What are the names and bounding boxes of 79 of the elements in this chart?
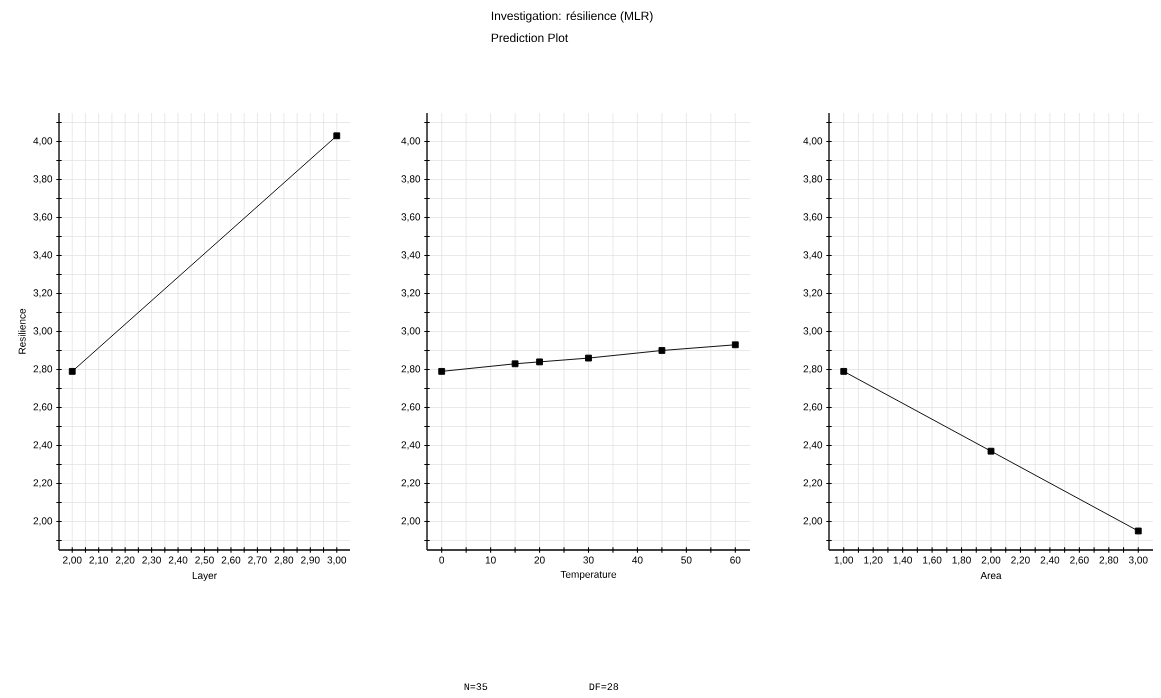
y-tick-label: 2,00 xyxy=(803,517,823,526)
x-tick-label: 2,20 xyxy=(115,556,135,565)
x-tick-label: 50 xyxy=(681,556,692,564)
y-tick-label: 2,60 xyxy=(401,403,421,412)
x-tick-label: 10 xyxy=(485,556,496,564)
point xyxy=(1134,527,1142,535)
x-axis-title: Layer xyxy=(192,572,217,582)
y-tick-label: 3,00 xyxy=(33,327,53,336)
y-tick-label: 3,60 xyxy=(33,213,53,222)
y-tick-label: 2,00 xyxy=(33,517,53,526)
point xyxy=(511,360,519,368)
x-tick-label: 30 xyxy=(583,556,594,564)
y-tick-label: 2,60 xyxy=(33,403,53,412)
y-tick-label: 2,80 xyxy=(401,365,421,374)
x-tick-label: 1,40 xyxy=(893,556,912,565)
y-tick-label: 2,20 xyxy=(33,479,53,488)
x-tick-label: 2,00 xyxy=(63,556,82,565)
y-tick-label: 2,40 xyxy=(33,441,53,450)
text: DF=28 xyxy=(589,683,619,691)
y-tick-label: 3,60 xyxy=(401,213,421,222)
x-tick-label: 2,10 xyxy=(89,556,109,565)
chart-subtitle: Prediction Plot xyxy=(491,33,569,43)
y-tick-label: 2,40 xyxy=(401,441,421,450)
chart-title: Investigation: résilience (MLR) xyxy=(491,11,653,23)
x-tick-label: 2,40 xyxy=(1040,556,1060,565)
x-tick-label: 20 xyxy=(534,556,545,564)
y-tick-label: 3,80 xyxy=(401,175,421,184)
x-tick-label: 2,60 xyxy=(1070,556,1089,565)
y-tick-label: 4,00 xyxy=(33,137,53,146)
x-tick-label: 60 xyxy=(730,556,741,564)
x-tick-label: 2,50 xyxy=(195,556,214,565)
y-tick-label: 4,00 xyxy=(401,137,421,146)
x-axis-title: Temperature xyxy=(560,570,617,580)
x-tick-label: 40 xyxy=(632,556,643,564)
y-tick-label: 3,20 xyxy=(803,289,823,298)
x-tick-label: 1,00 xyxy=(834,556,854,565)
y-tick-label: 2,00 xyxy=(401,517,421,526)
x-tick-label: 2,80 xyxy=(1099,556,1119,565)
x-tick-label: 2,00 xyxy=(981,556,1001,565)
y-tick-label: 3,80 xyxy=(33,175,53,184)
y-tick-label: 2,40 xyxy=(803,441,823,450)
point xyxy=(585,354,592,362)
x-tick-label: 3,00 xyxy=(327,556,347,565)
x-tick-label: 2,30 xyxy=(142,556,161,565)
y-axis-title: Resilience xyxy=(18,308,26,354)
y-tick-label: 2,20 xyxy=(401,479,421,488)
x-tick-label: 0 xyxy=(439,556,445,564)
point xyxy=(840,367,848,375)
y-tick-label: 2,20 xyxy=(803,479,823,488)
y-tick-label: 3,20 xyxy=(401,289,421,298)
x-tick-label: 2,40 xyxy=(168,556,188,565)
y-tick-label: 3,60 xyxy=(803,213,823,222)
point xyxy=(987,447,995,455)
y-tick-label: 3,80 xyxy=(803,175,823,184)
point xyxy=(438,367,446,375)
x-tick-label: 2,90 xyxy=(301,556,320,565)
x-tick-label: 2,20 xyxy=(1011,556,1030,565)
x-axis-title: Area xyxy=(980,572,1002,580)
x-tick-label: 1,80 xyxy=(952,556,971,565)
y-tick-label: 3,40 xyxy=(33,251,53,260)
y-tick-label: 2,80 xyxy=(33,365,53,374)
x-tick-label: 3,00 xyxy=(1128,556,1148,565)
y-tick-label: 2,60 xyxy=(803,403,823,412)
x-tick-label: 2,60 xyxy=(221,556,241,565)
y-tick-label: 3,00 xyxy=(803,327,823,336)
y-tick-label: 3,40 xyxy=(803,251,823,260)
point xyxy=(658,347,666,354)
y-tick-label: 3,20 xyxy=(33,289,53,298)
y-tick-label: 2,80 xyxy=(803,365,823,374)
x-tick-label: 2,80 xyxy=(274,556,294,565)
x-tick-label: 1,20 xyxy=(864,556,883,565)
x-tick-label: 2,70 xyxy=(248,556,267,565)
y-tick-label: 4,00 xyxy=(803,137,823,146)
y-tick-label: 3,40 xyxy=(401,251,421,260)
point xyxy=(536,358,543,366)
y-tick-label: 3,00 xyxy=(401,327,421,336)
point xyxy=(731,341,739,349)
text: N=35 xyxy=(464,683,488,691)
x-tick-label: 1,60 xyxy=(923,556,942,565)
